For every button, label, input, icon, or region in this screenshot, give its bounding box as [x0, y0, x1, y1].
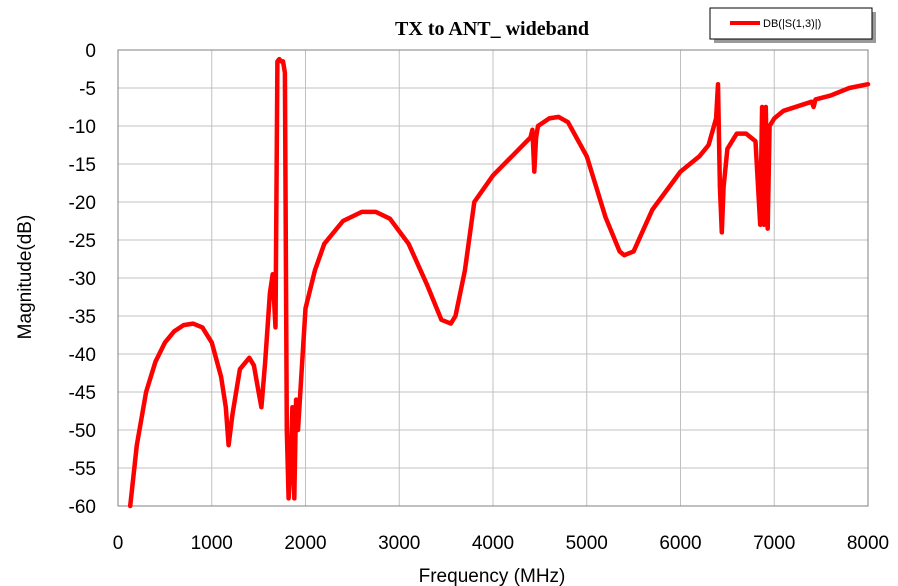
y-tick-labels: 0 -5 -10 -15 -20 -25 -30 -35 -40 -45 -50 -55 -60 — [69, 41, 96, 518]
x-tick-label: 6000 — [659, 533, 701, 554]
y-tick-label: -35 — [69, 307, 96, 328]
y-tick-label: 0 — [85, 41, 96, 62]
y-tick-label: -45 — [69, 383, 96, 404]
y-axis-label: Magnitude(dB) — [15, 215, 36, 340]
legend-entry-label: DB(|S(1,3)|) — [763, 18, 821, 30]
legend: DB(|S(1,3)|) — [709, 7, 876, 43]
y-tick-label: -30 — [69, 269, 96, 290]
chart-title: TX to ANT_ wideband — [395, 18, 589, 40]
y-tick-label: -25 — [69, 231, 96, 252]
y-tick-label: -40 — [69, 345, 96, 366]
y-tick-label: -10 — [69, 117, 96, 138]
y-tick-label: -60 — [69, 497, 96, 518]
x-tick-label: 2000 — [284, 533, 326, 554]
y-tick-label: -5 — [79, 79, 96, 100]
plot-frame — [117, 49, 869, 507]
legend-box — [709, 7, 873, 40]
x-tick-label: 4000 — [472, 533, 514, 554]
x-tick-label: 1000 — [191, 533, 233, 554]
y-tick-label: -20 — [69, 193, 96, 214]
y-tick-label: -15 — [69, 155, 96, 176]
x-tick-label: 0 — [113, 533, 124, 554]
y-tick-label: -50 — [69, 421, 96, 442]
x-axis-label: Frequency (MHz) — [419, 566, 566, 586]
x-tick-label: 3000 — [378, 533, 420, 554]
x-tick-labels: 0 1000 2000 3000 4000 5000 6000 7000 8000 — [113, 533, 889, 554]
y-tick-label: -55 — [69, 459, 96, 480]
x-tick-label: 5000 — [566, 533, 608, 554]
series-layer — [127, 56, 871, 509]
x-tick-label: 7000 — [753, 533, 795, 554]
x-tick-label: 8000 — [847, 533, 889, 554]
series-line — [127, 56, 871, 509]
